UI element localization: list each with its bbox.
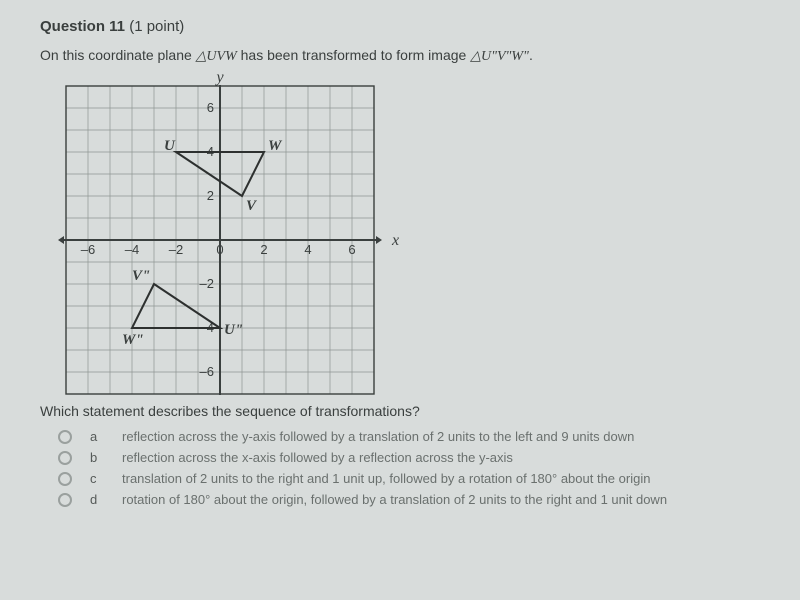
answer-choices: a reflection across the y-axis followed … — [58, 429, 760, 507]
question-points: (1 point) — [129, 18, 184, 35]
radio-icon[interactable] — [58, 430, 72, 444]
svg-text:U": U" — [224, 322, 243, 338]
svg-text:2: 2 — [260, 242, 267, 257]
svg-text:4: 4 — [304, 242, 311, 257]
choice-key: d — [90, 492, 104, 507]
svg-text:6: 6 — [207, 100, 214, 115]
choice-row[interactable]: d rotation of 180° about the origin, fol… — [58, 492, 760, 507]
choice-key: c — [90, 471, 104, 486]
radio-icon[interactable] — [58, 493, 72, 507]
choice-key: a — [90, 429, 104, 444]
svg-text:0: 0 — [216, 242, 223, 257]
choice-text: reflection across the x-axis followed by… — [122, 450, 760, 465]
question-header: Question 11 (1 point) — [40, 18, 760, 35]
triangle-1: △UVW — [196, 49, 237, 64]
svg-text:V: V — [246, 198, 258, 214]
svg-text:–2: –2 — [169, 242, 183, 257]
svg-text:–6: –6 — [200, 364, 214, 379]
question-number: Question 11 — [40, 18, 125, 35]
svg-text:x: x — [391, 232, 399, 249]
triangle-2: △U"V"W" — [470, 49, 529, 64]
question-prompt: On this coordinate plane △UVW has been t… — [40, 47, 760, 65]
choice-text: rotation of 180° about the origin, follo… — [122, 492, 760, 507]
choice-row[interactable]: a reflection across the y-axis followed … — [58, 429, 760, 444]
choice-text: translation of 2 units to the right and … — [122, 471, 760, 486]
svg-text:6: 6 — [348, 242, 355, 257]
graph-container: y –6–4–20246246–2–4–6xUVWU"V"W" — [50, 69, 760, 395]
choice-text: reflection across the y-axis followed by… — [122, 429, 760, 444]
choice-key: b — [90, 450, 104, 465]
svg-text:W: W — [268, 138, 283, 154]
svg-text:U: U — [164, 138, 176, 154]
svg-text:–4: –4 — [125, 242, 139, 257]
svg-text:V": V" — [132, 268, 150, 284]
radio-icon[interactable] — [58, 472, 72, 486]
svg-text:–2: –2 — [200, 276, 214, 291]
svg-text:–6: –6 — [81, 242, 95, 257]
choice-row[interactable]: b reflection across the x-axis followed … — [58, 450, 760, 465]
svg-text:2: 2 — [207, 188, 214, 203]
svg-text:W": W" — [122, 332, 144, 348]
choice-row[interactable]: c translation of 2 units to the right an… — [58, 471, 760, 486]
followup-question: Which statement describes the sequence o… — [40, 403, 760, 419]
coordinate-plane-graph: –6–4–20246246–2–4–6xUVWU"V"W" — [50, 85, 410, 395]
radio-icon[interactable] — [58, 451, 72, 465]
